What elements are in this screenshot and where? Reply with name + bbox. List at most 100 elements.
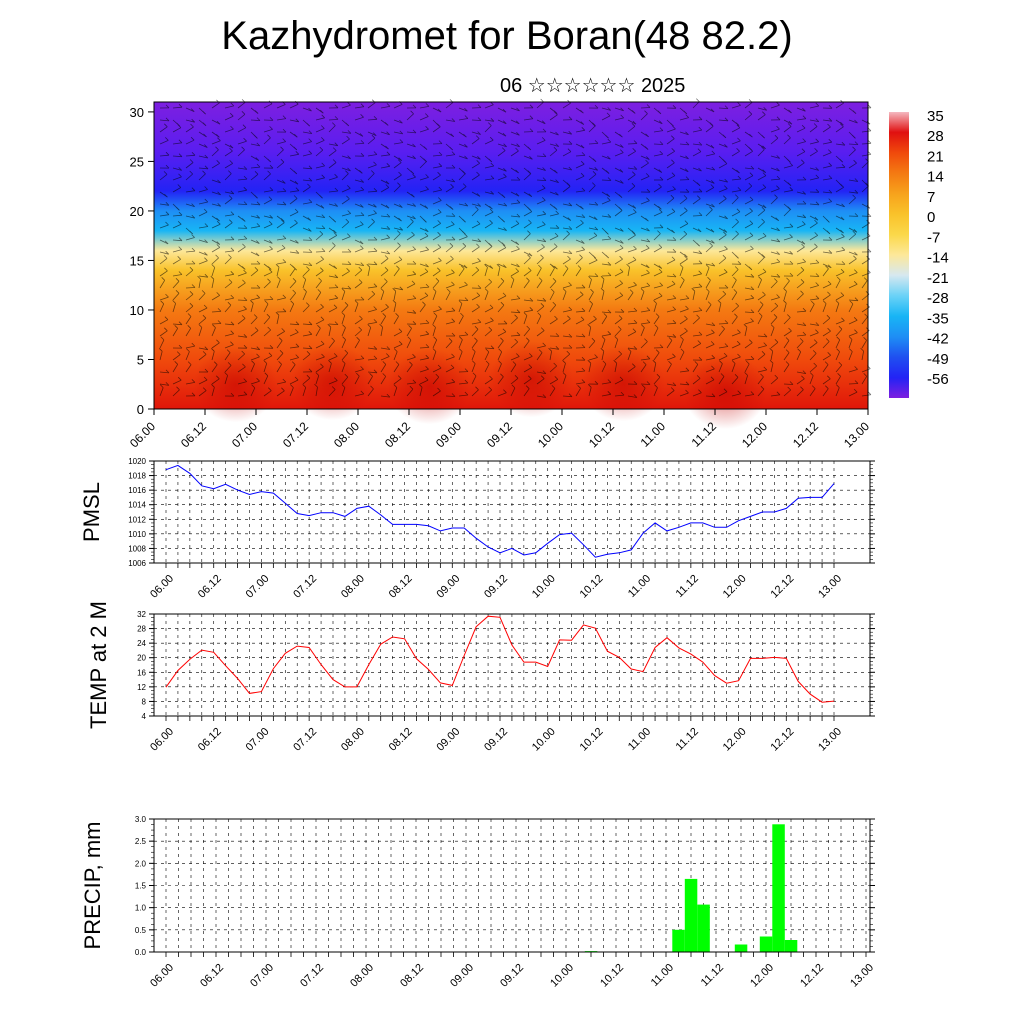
wind-barb-flag: [568, 306, 573, 311]
wind-barb-flag: [438, 163, 443, 167]
wind-barb-flag: [450, 364, 455, 369]
wind-barb-flag: [190, 136, 195, 141]
wind-barb: [341, 270, 350, 277]
wind-barb: [263, 375, 269, 385]
wind-barb-flag: [432, 348, 437, 352]
wind-barb-flag: [189, 159, 194, 163]
wind-barb-flag: [433, 312, 438, 317]
wind-barb: [341, 188, 351, 193]
wind-barb-flag: [516, 213, 521, 218]
wind-barb-flag: [216, 241, 221, 245]
wind-barb: [354, 106, 364, 109]
wind-barb: [484, 211, 494, 217]
wind-barb-flag: [542, 167, 546, 171]
wind-barb: [770, 239, 780, 243]
wind-barb-flag: [371, 218, 375, 223]
wind-barb: [276, 179, 286, 184]
wind-barb-flag: [190, 123, 194, 128]
wind-barb-flag: [243, 269, 247, 274]
wind-barb-flag: [711, 150, 716, 155]
wind-barb-flag: [412, 271, 417, 275]
wind-barb: [471, 131, 481, 135]
wind-barb: [666, 335, 676, 338]
wind-barb-flag: [321, 137, 325, 141]
wind-barb: [731, 393, 741, 397]
wind-barb-flag: [814, 219, 818, 224]
wind-barb-flag: [177, 376, 182, 381]
wind-barb-flag: [744, 372, 748, 376]
wind-barb-flag: [672, 306, 676, 310]
wind-barb-flag: [801, 159, 805, 164]
wind-barb-flag: [345, 122, 350, 127]
wind-barb: [783, 330, 792, 337]
wind-barb-flag: [256, 294, 260, 299]
wind-barb-flag: [581, 307, 586, 312]
wind-barb: [159, 119, 170, 122]
wind-barb-flag: [269, 240, 273, 244]
x-tick-label: 07.00: [229, 419, 260, 450]
wind-barb-flag: [503, 202, 508, 207]
wind-barb: [263, 173, 271, 181]
wind-barb: [822, 341, 830, 349]
wind-barb-flag: [347, 167, 351, 172]
wind-barb-flag: [735, 302, 739, 307]
wind-barb-flag: [827, 123, 831, 128]
wind-barb: [263, 137, 271, 145]
wind-barb: [536, 101, 544, 109]
wind-barb: [575, 388, 581, 397]
wind-barb: [159, 280, 166, 289]
wind-barb-flag: [191, 118, 195, 123]
wind-barb: [705, 153, 715, 157]
wind-barb-flag: [815, 273, 820, 277]
wind-barb-flag: [568, 202, 573, 207]
wind-barb-flag: [709, 242, 713, 247]
wind-barb-flag: [475, 266, 480, 271]
wind-barb: [237, 238, 247, 241]
wind-barb: [419, 333, 429, 337]
wind-barb-flag: [733, 289, 738, 293]
wind-barb-flag: [540, 375, 545, 379]
wind-barb: [159, 239, 169, 245]
wind-barb-flag: [670, 194, 675, 199]
wind-barb: [848, 351, 853, 361]
wind-barb: [549, 114, 558, 121]
wind-barb: [536, 155, 547, 157]
colorbar-label: -49: [927, 351, 949, 368]
wind-barb: [796, 378, 805, 385]
wind-barb: [393, 245, 401, 253]
wind-barb-flag: [425, 354, 430, 359]
wind-barb: [640, 176, 650, 181]
wind-barb-flag: [510, 276, 515, 280]
wind-barb-flag: [161, 277, 165, 281]
wind-barb-flag: [568, 140, 573, 145]
wind-barb-flag: [489, 219, 493, 224]
wind-barb: [380, 251, 390, 255]
wind-barb: [237, 246, 246, 253]
wind-barb-flag: [189, 291, 194, 295]
wind-barb-flag: [202, 110, 206, 115]
wind-barb: [497, 107, 507, 113]
y-tick-label: 2.0: [135, 859, 147, 868]
wind-barb-flag: [579, 254, 583, 258]
wind-barb: [224, 344, 234, 349]
wind-barb-flag: [386, 213, 391, 218]
wind-barb: [393, 227, 403, 231]
wind-barb-flag: [319, 194, 323, 199]
wind-barb: [198, 143, 208, 148]
wind-barb-flag: [228, 195, 233, 199]
wind-barb-flag: [774, 278, 778, 282]
wind-barb: [393, 343, 403, 349]
wind-barb-flag: [295, 343, 300, 348]
wind-barb: [185, 215, 195, 219]
wind-barb: [458, 315, 464, 325]
wind-barb-flag: [773, 314, 778, 318]
wind-barb-flag: [737, 175, 742, 180]
wind-barb: [601, 333, 611, 337]
wind-barb: [172, 155, 183, 158]
wind-barb-flag: [333, 229, 337, 234]
wind-barb: [757, 369, 767, 373]
wind-barb-flag: [580, 109, 584, 114]
wind-barb: [432, 280, 440, 289]
wind-barb-flag: [646, 307, 651, 311]
wind-barb-flag: [658, 206, 662, 210]
